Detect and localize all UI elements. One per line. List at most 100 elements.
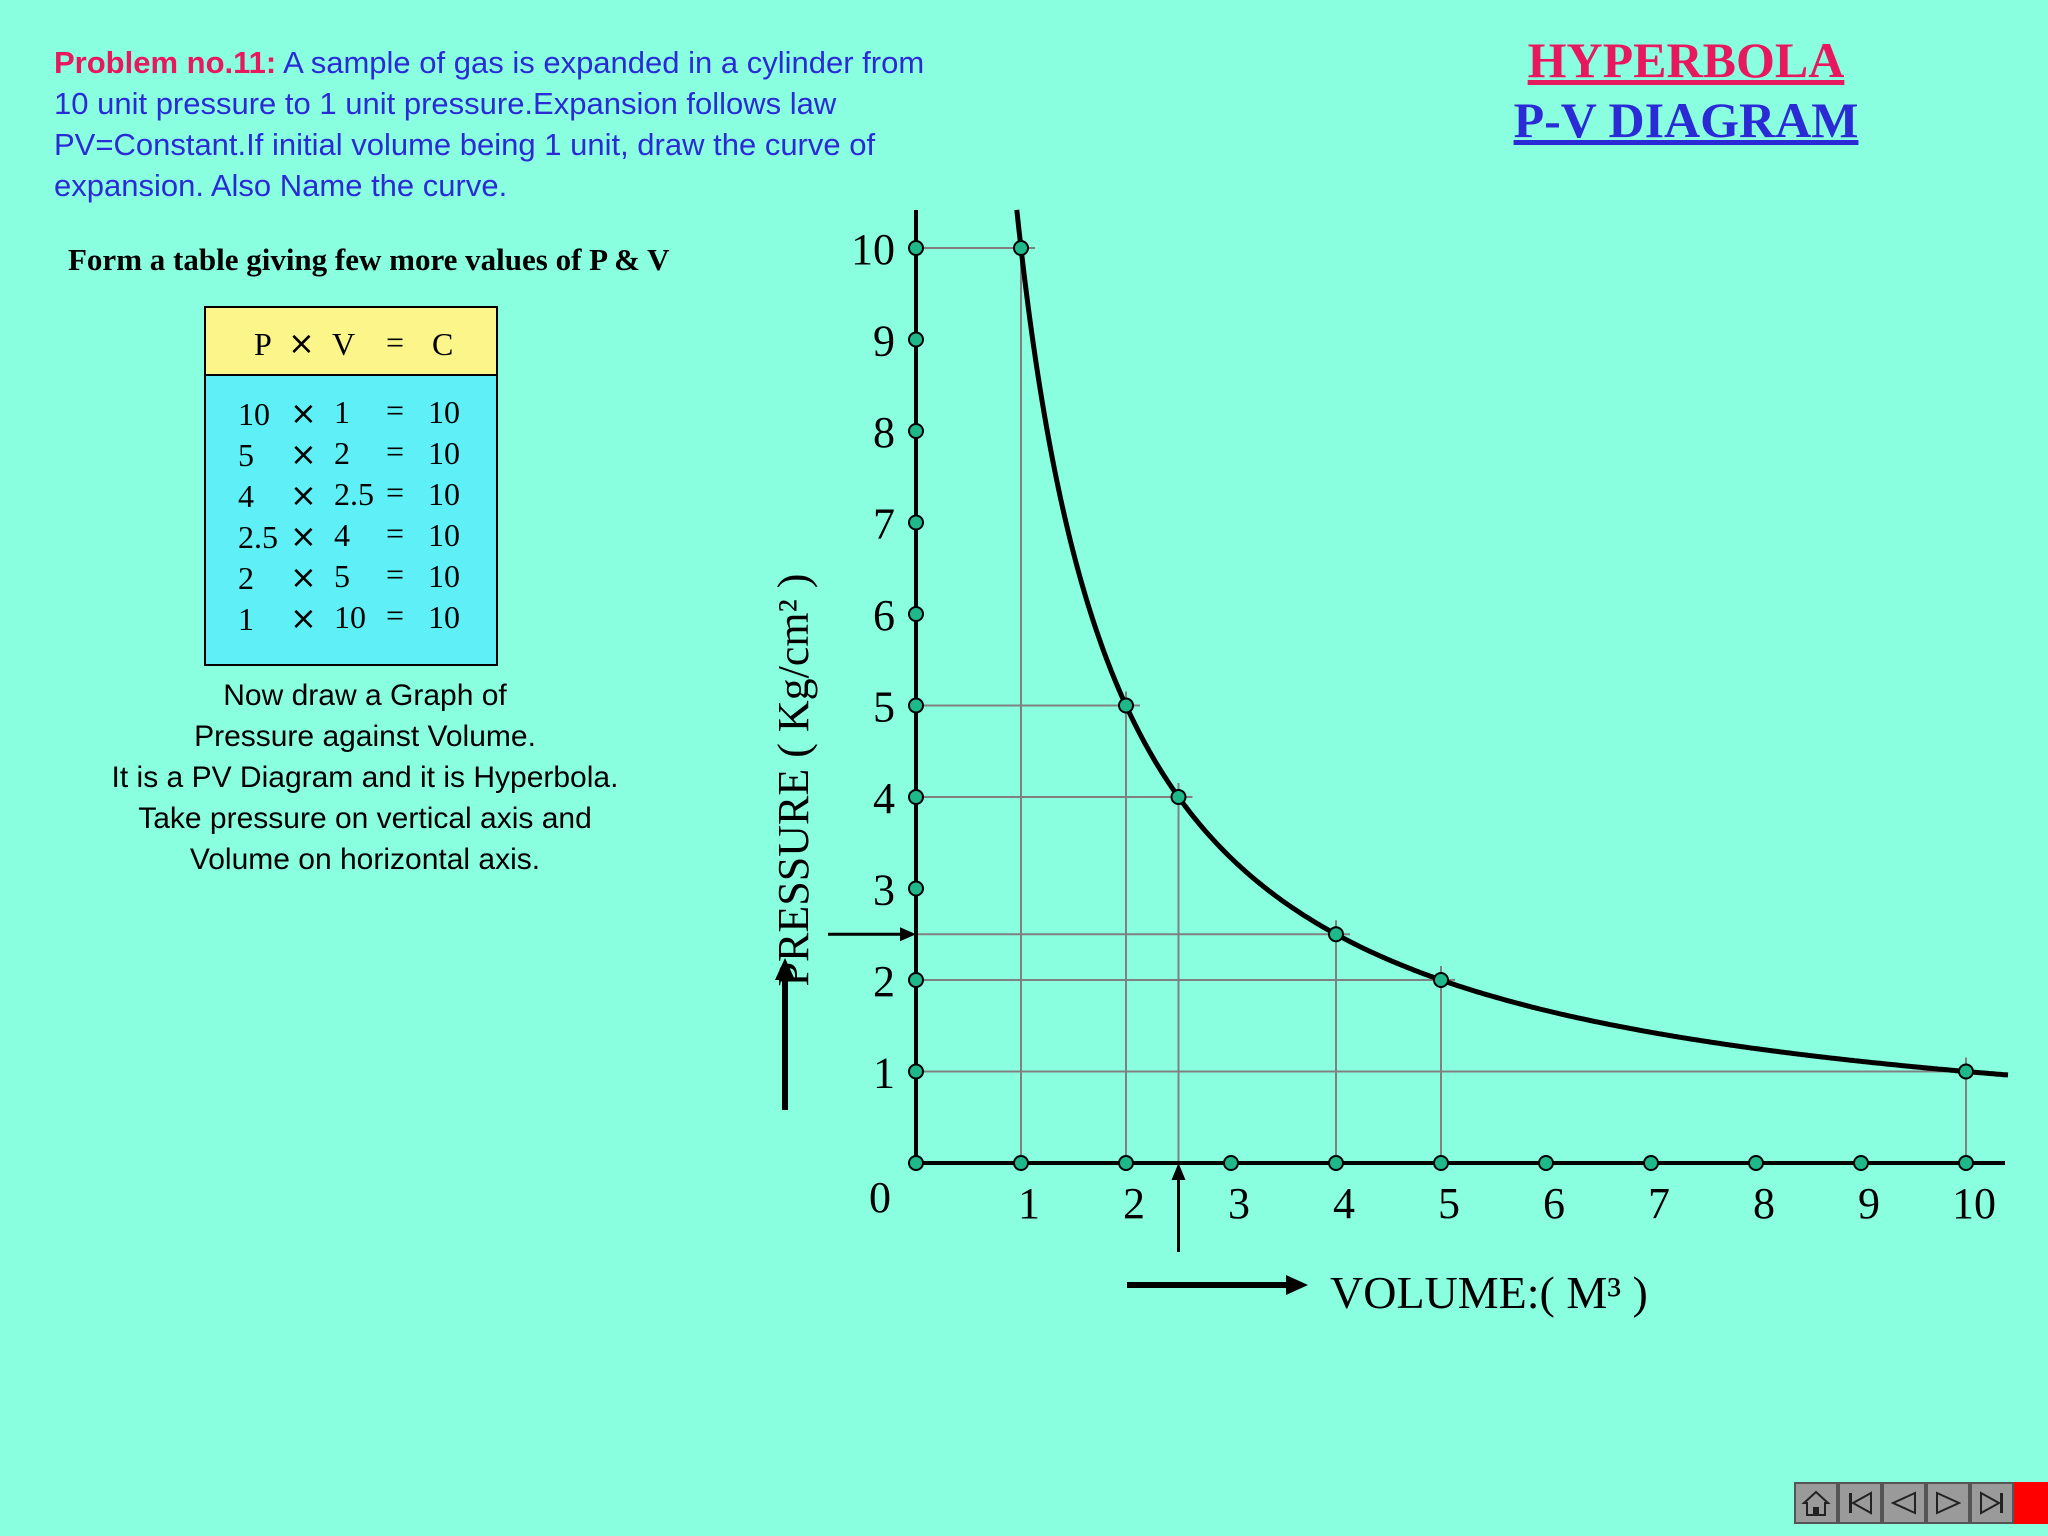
table-cell-c: 10 [428,599,460,635]
x-tick-dot [1223,1155,1239,1171]
pv-table-body: 10 × 1 = 10 5 × 2 = 10 4 × 2.5 = 10 2.5 × 4 = 10 2 × 5 = 10 1 × 10 =… [206,376,496,664]
y-direction-arrowhead [775,958,795,980]
y-tick-label: 2 [873,957,895,1006]
y-tick-dot [908,789,924,805]
y-tick-dot [908,697,924,714]
table-cell-eq: = [386,392,405,428]
table-cell-v: 5 [334,558,350,594]
y-tick-dot [908,880,924,897]
next-slide-icon[interactable] [1926,1482,1970,1524]
table-cell-v: 10 [334,599,366,635]
table-cell-eq: = [386,515,405,551]
table-cell-v: 2.5 [334,476,374,512]
table-cell-c: 10 [428,435,460,471]
instruction-line: Now draw a Graph of [223,679,507,712]
data-point [1433,972,1449,988]
header-eq: = [386,324,405,360]
table-cell-p: 10 [238,396,270,432]
y-tick-dot [908,331,924,348]
y-tick-label: 1 [873,1049,895,1098]
title-pv-diagram: P-V DIAGRAM [1513,92,1859,148]
x-tick-label: 3 [1228,1179,1250,1228]
y-tick-label: 9 [873,317,895,366]
x-tick-dot [1853,1155,1869,1171]
header-c: C [432,326,454,362]
pv-table: P × V = C 10 × 1 = 10 5 × 2 = 10 4 × 2.5 = 10 2.5 × 4 = 10 2… [204,306,498,666]
pressure-indicator-arrowhead [900,927,916,942]
x-tick-label: 7 [1648,1179,1670,1228]
x-axis-label: VOLUME:( M³ ) [1330,1267,1648,1318]
x-tick-dot [1328,1155,1344,1171]
y-tick-label: 10 [851,225,895,274]
table-cell-c: 10 [428,476,460,512]
data-point [1118,697,1134,714]
data-point [1170,789,1187,805]
table-cell-p: 2.5 [238,519,278,555]
problem-statement: Problem no.11: A sample of gas is expand… [54,42,954,206]
data-point [1013,240,1029,256]
table-cell-times: × [290,435,317,473]
x-tick-label: 2 [1123,1179,1145,1228]
table-cell-v: 2 [334,435,350,471]
instruction-line: Take pressure on vertical axis and [138,802,592,835]
x-tick-label: 1 [1018,1179,1040,1228]
x-tick-label: 6 [1543,1179,1565,1228]
stop-icon[interactable] [2014,1482,2048,1524]
table-cell-times: × [290,394,317,432]
hyperbola-curve [1014,209,2009,1078]
x-tick-dot [1433,1155,1449,1171]
table-cell-eq: = [386,474,405,510]
title-hyperbola: HYPERBOLA [1527,32,1845,88]
x-tick-label: 5 [1438,1179,1460,1228]
instruction-line: It is a PV Diagram and it is Hyperbola. [111,761,619,794]
table-cell-p: 4 [238,478,254,514]
previous-slide-icon[interactable] [1882,1482,1926,1524]
table-cell-v: 1 [334,394,350,430]
origin-dot [908,1155,924,1171]
x-tick-label: 9 [1858,1179,1880,1228]
table-cell-eq: = [386,556,405,592]
y-tick-label: 7 [873,500,895,549]
y-tick-dot [908,240,924,256]
data-point [1328,926,1344,943]
y-tick-dot [908,514,924,531]
table-cell-v: 4 [334,517,350,553]
header-times: × [288,324,315,362]
table-cell-p: 1 [238,601,254,637]
slide-navigation [1794,1482,2048,1524]
x-tick-dot [1013,1155,1029,1171]
x-tick-dot [1643,1155,1659,1171]
x-tick-dot [1958,1155,1974,1171]
table-cell-c: 10 [428,517,460,553]
table-cell-p: 5 [238,437,254,473]
y-tick-label: 8 [873,408,895,457]
problem-label: Problem no.11: [54,45,277,80]
first-slide-icon[interactable] [1838,1482,1882,1524]
pv-table-header: P × V = C [206,308,496,376]
table-cell-times: × [290,599,317,637]
y-tick-label: 5 [873,683,895,732]
x-tick-dot [1118,1155,1134,1171]
table-cell-eq: = [386,433,405,469]
last-slide-icon[interactable] [1970,1482,2014,1524]
data-point [1958,1063,1974,1080]
table-cell-times: × [290,558,317,596]
table-cell-c: 10 [428,394,460,430]
table-cell-eq: = [386,597,405,633]
y-tick-dot [908,972,924,988]
x-tick-dot [1748,1155,1764,1171]
origin-label: 0 [869,1173,891,1222]
x-direction-arrowhead [1286,1275,1308,1295]
x-tick-label: 10 [1952,1179,1996,1228]
x-tick-label: 4 [1333,1179,1355,1228]
header-v: V [332,326,356,362]
problem-text: A sample of gas is expanded in a cylinde… [54,45,925,203]
instruction-line: Pressure against Volume. [194,720,536,753]
x-tick-label: 8 [1753,1179,1775,1228]
y-axis-label: PRESSURE ( Kg/cm² ) [769,574,818,987]
table-intro: Form a table giving few more values of P… [68,242,670,277]
home-icon[interactable] [1794,1482,1838,1524]
y-tick-label: 6 [873,591,895,640]
y-tick-dot [908,423,924,439]
